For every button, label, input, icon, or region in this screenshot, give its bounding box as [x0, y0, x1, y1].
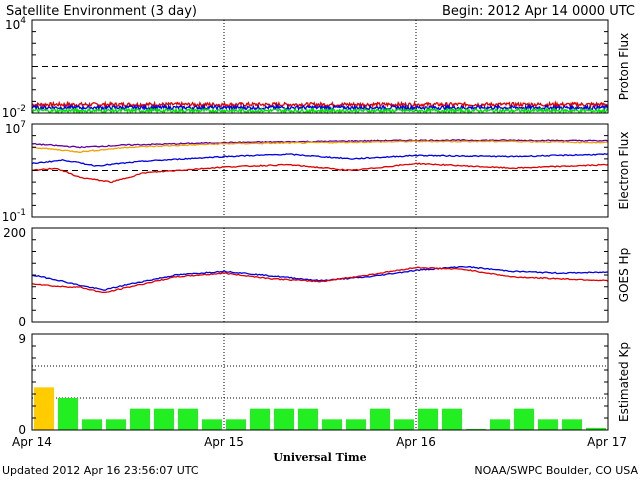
- ytick-label-electron-1: 107: [5, 120, 26, 136]
- panel-kp: 9 0 Estimated Kp: [18, 332, 631, 437]
- series-line-electron-purple: [32, 139, 609, 149]
- panel-electron: 107 10-1 Electron Flux: [2, 120, 631, 224]
- kp-bar-21: [514, 408, 534, 430]
- panel-frame-proton: [31, 19, 609, 114]
- kp-bar-20: [490, 419, 510, 430]
- ytick-label-electron-2: 10-1: [2, 208, 26, 224]
- kp-bar-3: [82, 419, 102, 430]
- updated-time: Updated 2012 Apr 16 23:56:07 UTC: [2, 464, 199, 477]
- kp-bar-4: [106, 419, 126, 430]
- x-axis: Apr 14 Apr 15 Apr 16 Apr 17: [12, 435, 627, 449]
- panel-frame-hp: [31, 227, 609, 323]
- begin-time: Begin: 2012 Apr 14 0000 UTC: [442, 4, 635, 19]
- series-line-electron-orange: [31, 140, 608, 153]
- kp-bar-1: [34, 387, 54, 430]
- ylabel-proton: Proton Flux: [617, 33, 631, 100]
- kp-bar-18: [442, 408, 462, 430]
- kp-bar-24: [586, 427, 606, 430]
- panels-group: 104 10-2 Proton Flux 107 10-1 Electron Flux 20…: [2, 16, 631, 437]
- panel-hp: 200 0 GOES Hp: [3, 226, 631, 329]
- series-line-electron-blue: [31, 152, 609, 167]
- panel-proton: 104 10-2 Proton Flux: [2, 16, 631, 120]
- chart-title: Satellite Environment (3 day): [6, 4, 197, 19]
- kp-bar-13: [322, 419, 342, 430]
- kp-bar-19: [466, 428, 486, 430]
- panel-frame-electron: [31, 123, 609, 218]
- ylabel-kp: Estimated Kp: [617, 342, 631, 422]
- series-line-proton-red: [31, 100, 609, 109]
- ytick-label-hp-2: 0: [18, 315, 26, 329]
- kp-bar-11: [274, 408, 294, 430]
- kp-bar-5: [130, 408, 150, 430]
- series-line-proton-blue: [31, 103, 609, 112]
- xtick-label-2: Apr 15: [204, 435, 244, 449]
- x-axis-label: Universal Time: [273, 451, 366, 464]
- series-line-proton-green: [31, 106, 609, 115]
- xtick-label-1: Apr 14: [12, 435, 52, 449]
- ytick-label-kp-2: 0: [18, 423, 26, 437]
- ytick-label-proton-1: 104: [5, 16, 26, 32]
- xtick-label-3: Apr 16: [396, 435, 436, 449]
- kp-bar-6: [154, 408, 174, 430]
- kp-bar-7: [178, 408, 198, 430]
- ylabel-electron: Electron Flux: [617, 132, 631, 210]
- xtick-label-4: Apr 17: [587, 435, 627, 449]
- kp-bar-17: [418, 408, 438, 430]
- ylabel-hp: GOES Hp: [617, 248, 631, 302]
- kp-bar-16: [394, 419, 414, 430]
- ytick-label-proton-2: 10-2: [2, 104, 26, 120]
- ytick-label-hp-1: 200: [3, 226, 26, 240]
- kp-bar-12: [298, 408, 318, 430]
- kp-bar-8: [202, 419, 222, 430]
- kp-bar-14: [346, 419, 366, 430]
- kp-bar-22: [538, 419, 558, 430]
- kp-bar-23: [562, 419, 582, 430]
- credit: NOAA/SWPC Boulder, CO USA: [474, 464, 638, 477]
- series-line-hp-red: [31, 266, 609, 294]
- series-line-hp-blue: [31, 265, 609, 291]
- kp-bar-9: [226, 419, 246, 430]
- ytick-label-kp-1: 9: [18, 332, 26, 346]
- kp-bar-2: [58, 398, 78, 430]
- kp-bar-10: [250, 408, 270, 430]
- series-line-electron-red: [31, 162, 609, 184]
- kp-bar-15: [370, 408, 390, 430]
